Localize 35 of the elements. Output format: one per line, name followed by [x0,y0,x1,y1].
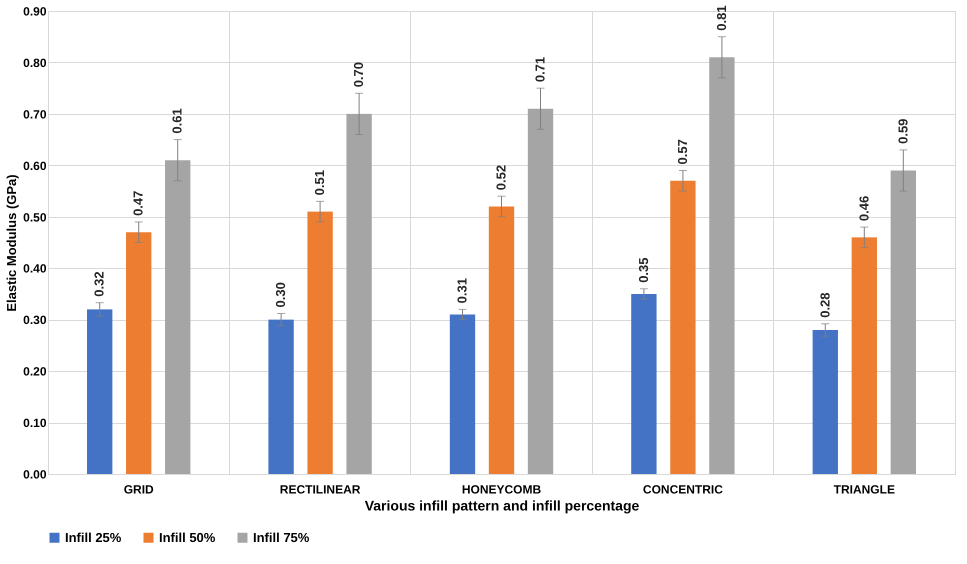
data-label: 0.30 [273,282,288,308]
legend-label: Infill 25% [65,530,122,545]
data-label: 0.28 [817,292,832,318]
data-label: 0.51 [312,170,328,196]
y-tick-label: 0.60 [23,158,47,173]
data-label: 0.52 [494,164,508,190]
y-tick-label: 0.40 [23,262,47,276]
y-tick-label: 0.90 [23,4,47,18]
legend-label: Infill 50% [159,530,216,545]
data-label: 0.31 [454,278,470,304]
y-tick-label: 0.10 [23,416,47,430]
data-label: 0.61 [170,108,185,134]
x-axis-title: Various infill pattern and infill percentage [364,498,640,514]
y-tick-label: 0.30 [23,313,47,328]
x-tick-label: HONEYCOMB [462,482,542,496]
data-label: 0.71 [532,56,548,82]
y-tick-label: 0.80 [23,56,47,70]
y-tick-label: 0.20 [23,364,47,379]
legend-label: Infill 75% [253,530,310,545]
data-label: 0.32 [92,271,107,297]
x-tick-label: RECTILINEAR [280,482,361,496]
data-label: 0.81 [714,5,729,31]
x-tick-label: CONCENTRIC [642,482,724,496]
data-label: 0.47 [130,190,146,216]
data-label: 0.59 [895,118,910,144]
y-axis-title: Elastic Modulus (GPa) [4,174,20,312]
y-tick-label: 0.70 [23,107,47,122]
data-label: 0.35 [636,257,651,283]
x-tick-label: GRID [124,482,154,496]
y-tick-label: 0.50 [23,210,47,224]
data-label: 0.57 [674,139,690,164]
y-tick-label: 0.00 [23,468,47,482]
x-tick-label: TRIANGLE [834,482,895,496]
data-label: 0.70 [351,62,366,88]
data-label: 0.46 [856,196,872,222]
